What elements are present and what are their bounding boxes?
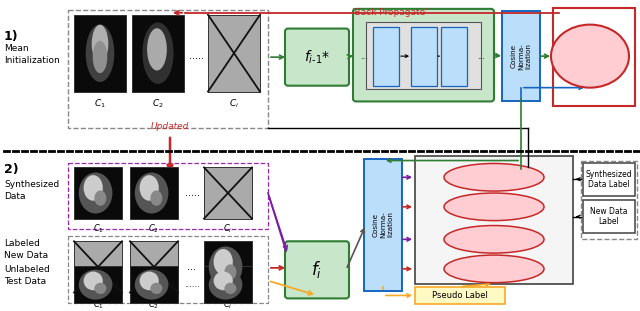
- Ellipse shape: [209, 270, 243, 299]
- Text: .....: .....: [189, 51, 204, 61]
- Text: $C_1$: $C_1$: [93, 298, 104, 311]
- FancyBboxPatch shape: [364, 159, 402, 290]
- Ellipse shape: [95, 283, 106, 294]
- Ellipse shape: [84, 272, 103, 290]
- Bar: [74, 266, 122, 303]
- Bar: [74, 167, 122, 219]
- Ellipse shape: [140, 272, 159, 290]
- Text: $C_2$: $C_2$: [148, 298, 159, 311]
- Ellipse shape: [93, 41, 108, 73]
- Bar: [581, 160, 637, 239]
- Bar: [415, 156, 573, 284]
- Ellipse shape: [143, 22, 173, 84]
- Bar: [366, 22, 481, 89]
- Text: Conv: Conv: [381, 47, 390, 66]
- Bar: [208, 15, 260, 92]
- Bar: [130, 241, 178, 293]
- Bar: [130, 266, 178, 303]
- Text: ...: ...: [477, 52, 485, 61]
- Ellipse shape: [444, 255, 544, 283]
- Bar: [68, 163, 268, 230]
- Ellipse shape: [147, 28, 167, 71]
- Bar: [132, 15, 184, 92]
- Bar: [583, 163, 635, 196]
- Text: ...: ...: [360, 52, 368, 61]
- Ellipse shape: [140, 175, 159, 201]
- Text: Labeled
New Data: Labeled New Data: [4, 239, 48, 260]
- Text: New Data
Label: New Data Label: [590, 207, 628, 226]
- Text: .....: .....: [184, 188, 200, 198]
- Ellipse shape: [86, 24, 115, 82]
- Text: $C_1$: $C_1$: [93, 222, 104, 235]
- Text: $C_i$: $C_i$: [229, 97, 239, 110]
- Ellipse shape: [79, 173, 113, 214]
- Text: Cosine
Norma-
lization: Cosine Norma- lization: [511, 43, 531, 70]
- Bar: [74, 15, 126, 92]
- Bar: [204, 241, 252, 293]
- Text: $C_2$: $C_2$: [148, 222, 159, 235]
- Ellipse shape: [150, 190, 163, 206]
- Ellipse shape: [92, 25, 108, 63]
- Text: ...: ...: [188, 262, 196, 272]
- Text: 2): 2): [4, 163, 19, 175]
- Ellipse shape: [84, 175, 103, 201]
- Ellipse shape: [135, 173, 168, 214]
- Ellipse shape: [225, 264, 236, 280]
- FancyBboxPatch shape: [411, 27, 437, 86]
- Ellipse shape: [551, 25, 629, 88]
- Text: Distillation
Loss: Distillation Loss: [472, 168, 516, 187]
- Ellipse shape: [214, 272, 233, 290]
- Ellipse shape: [225, 283, 236, 294]
- Text: Synthesized
Data: Synthesized Data: [4, 180, 60, 201]
- Text: Updated: Updated: [151, 122, 189, 131]
- Ellipse shape: [79, 270, 113, 299]
- Ellipse shape: [150, 283, 163, 294]
- Bar: [583, 200, 635, 234]
- FancyBboxPatch shape: [285, 29, 349, 86]
- Text: CN-CE
Loss: CN-CE Loss: [481, 230, 507, 249]
- Text: $C_i$: $C_i$: [223, 222, 233, 235]
- Text: Pseudo Label: Pseudo Label: [432, 291, 488, 300]
- Bar: [415, 287, 505, 304]
- Bar: [553, 8, 635, 106]
- Bar: [74, 241, 122, 293]
- FancyBboxPatch shape: [353, 9, 494, 101]
- Text: 'Back Propagate': 'Back Propagate': [352, 8, 428, 17]
- Text: Cosine
Norma-
lization: Cosine Norma- lization: [372, 211, 394, 238]
- Text: $\boldsymbol{f_i}$: $\boldsymbol{f_i}$: [312, 259, 323, 280]
- Bar: [68, 236, 268, 303]
- Bar: [68, 10, 268, 128]
- Text: 1): 1): [4, 30, 19, 43]
- Text: $C_1$: $C_1$: [94, 97, 106, 110]
- Text: Class
Impression
Loss: Class Impression Loss: [565, 40, 614, 72]
- Text: Mean
Initialization: Mean Initialization: [4, 44, 60, 65]
- FancyBboxPatch shape: [373, 27, 399, 86]
- FancyBboxPatch shape: [285, 241, 349, 299]
- Text: $C_i$: $C_i$: [223, 298, 233, 311]
- Text: ReLu: ReLu: [449, 47, 458, 65]
- Text: $\boldsymbol{f_{i\text{-}1}}$*: $\boldsymbol{f_{i\text{-}1}}$*: [304, 49, 330, 66]
- Text: Contras
Loss: Contras Loss: [477, 259, 510, 279]
- Ellipse shape: [444, 193, 544, 220]
- Bar: [204, 167, 252, 219]
- Ellipse shape: [135, 270, 168, 299]
- Ellipse shape: [444, 225, 544, 253]
- Ellipse shape: [95, 190, 106, 206]
- Bar: [130, 167, 178, 219]
- FancyBboxPatch shape: [441, 27, 467, 86]
- Bar: [204, 266, 252, 303]
- Ellipse shape: [444, 164, 544, 191]
- Ellipse shape: [209, 246, 243, 287]
- FancyBboxPatch shape: [502, 11, 540, 101]
- Text: $C_2$: $C_2$: [152, 97, 164, 110]
- Ellipse shape: [214, 249, 233, 275]
- Text: BN: BN: [419, 51, 429, 62]
- Text: ......: ......: [184, 280, 200, 289]
- Text: Synthesized
Data Label: Synthesized Data Label: [586, 169, 632, 189]
- Text: Unlabeled
Test Data: Unlabeled Test Data: [4, 265, 50, 286]
- Text: Margine
Loss: Margine Loss: [477, 197, 511, 216]
